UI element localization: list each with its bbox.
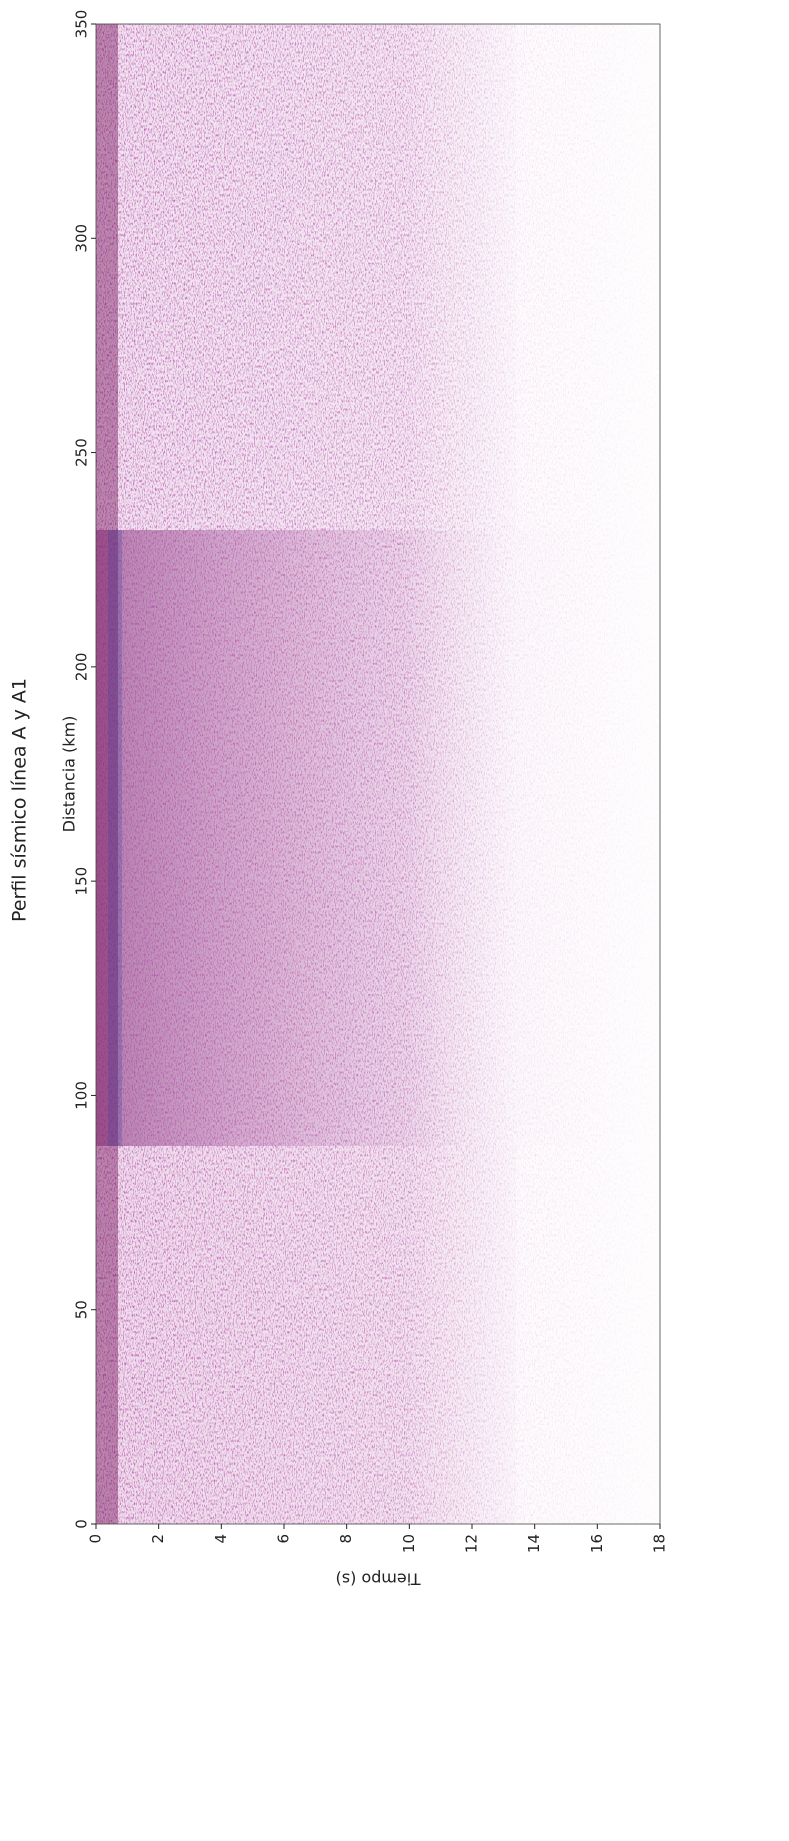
y-tick-label: 10 — [400, 1534, 418, 1553]
y-tick-label: 6 — [275, 1534, 293, 1544]
y-axis-label: Tiempo (s) — [335, 1570, 421, 1589]
y-tick-label: 18 — [651, 1534, 669, 1553]
y-tick-label: 8 — [337, 1534, 355, 1544]
x-axis-label: Distancia (km) — [60, 716, 79, 833]
chart-title: Perfil sísmico línea A y A1 — [9, 678, 31, 922]
x-tick-label: 150 — [73, 867, 91, 896]
x-tick-label: 250 — [73, 438, 91, 467]
y-tick-label: 16 — [588, 1534, 606, 1553]
x-tick-label: 350 — [73, 10, 91, 39]
x-tick-label: 0 — [73, 1519, 91, 1529]
y-tick-label: 2 — [149, 1534, 167, 1544]
y-tick-label: 12 — [463, 1534, 481, 1553]
x-tick-label: 100 — [73, 1081, 91, 1110]
y-tick-label: 0 — [87, 1534, 105, 1544]
y-tick-label: 14 — [525, 1534, 543, 1553]
seismic-image — [95, 23, 661, 1525]
x-tick-label: 200 — [73, 653, 91, 682]
x-tick-label: 300 — [73, 224, 91, 253]
y-tick-label: 4 — [212, 1534, 230, 1544]
x-tick-label: 50 — [73, 1300, 91, 1319]
